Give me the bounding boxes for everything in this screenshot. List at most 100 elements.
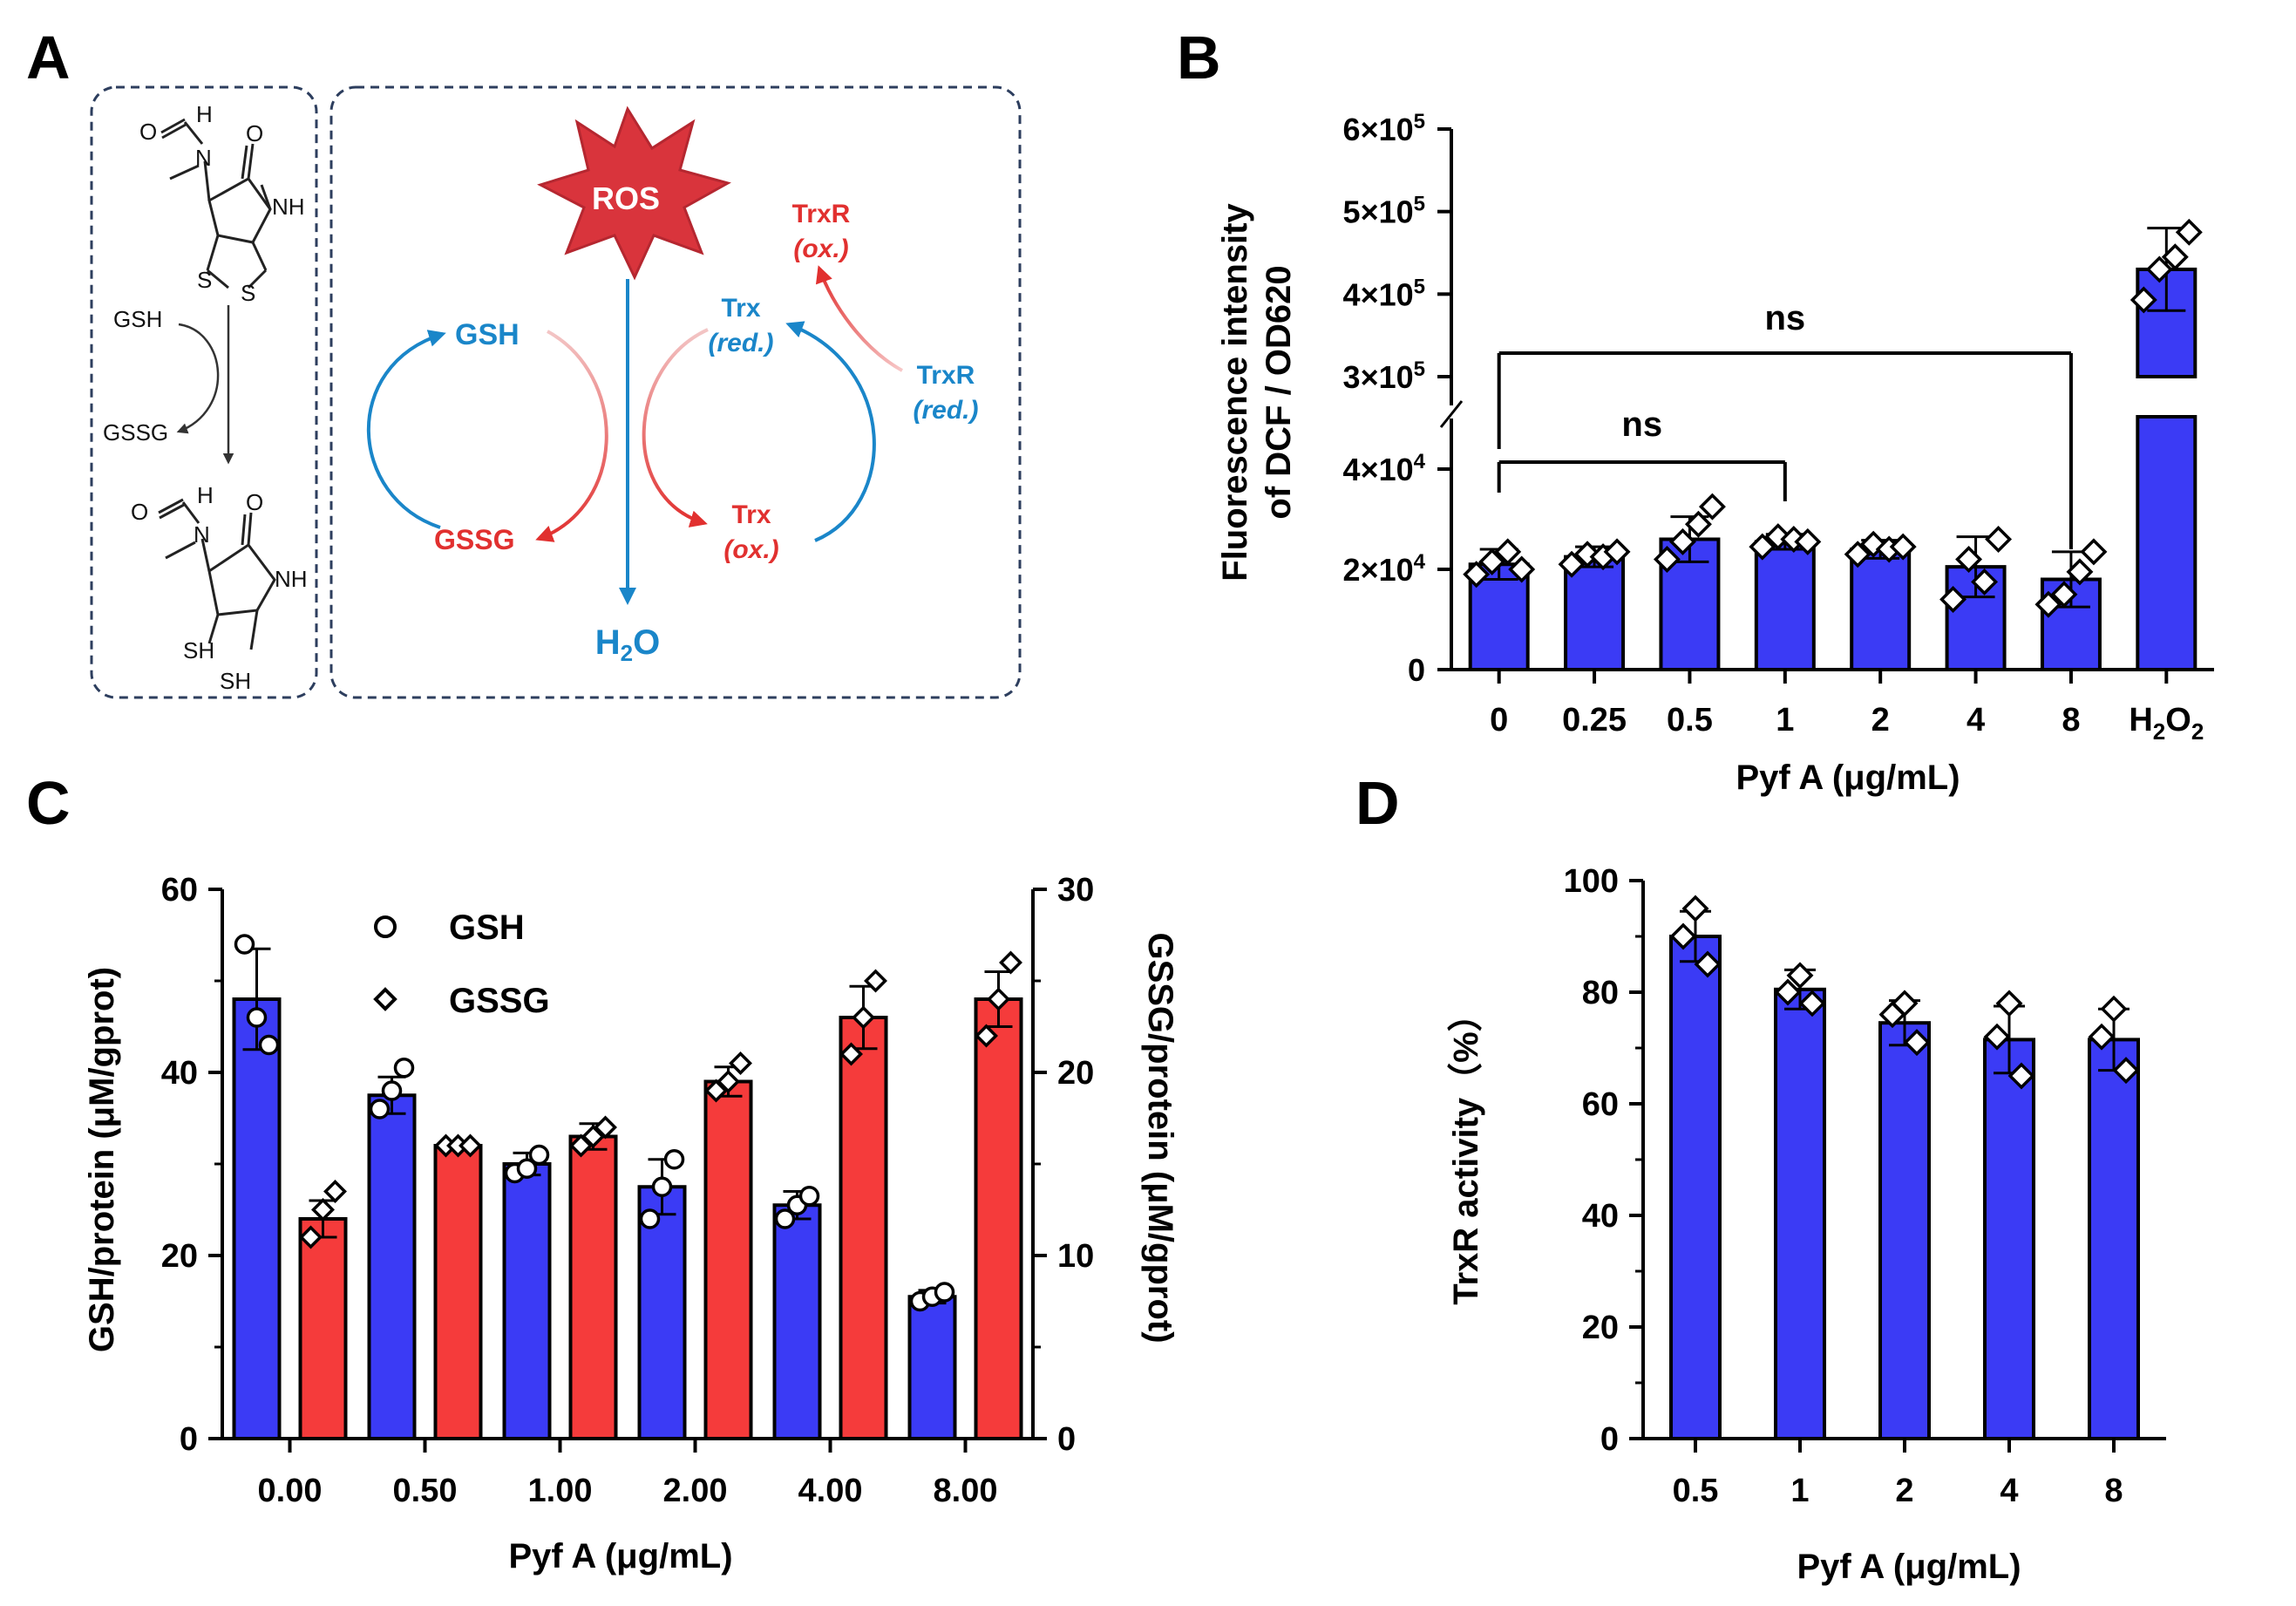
- d-xtick-label-2: 2: [1895, 1473, 1913, 1509]
- c-bar-gsh-1: [367, 1093, 417, 1440]
- c-error-bars: [242, 947, 1013, 1305]
- gsh-label: GSH: [455, 318, 520, 351]
- c-point-gssg-4-2: [864, 969, 887, 993]
- b-ytick-label-lower-0: 0: [1408, 652, 1425, 688]
- chem-h-2: H: [197, 482, 214, 508]
- trx-ox-to-red-arrow: [785, 321, 876, 542]
- chem-gssg: GSSG: [103, 419, 168, 446]
- c-point-gsh-3-2: [663, 1149, 685, 1170]
- panel-a-scheme: O H N O NH S S GSH GSSG O H N O NH SH: [90, 85, 1022, 699]
- d-bar-3: [1983, 1038, 2035, 1441]
- c-xtick-label-1: 0.50: [393, 1473, 458, 1509]
- c-ytick-label-right-0: 0: [1057, 1421, 1076, 1458]
- c-point-gssg-5-0: [975, 1024, 998, 1048]
- chem-nh-1: NH: [272, 194, 305, 220]
- c-data-points: [234, 934, 1022, 1312]
- c-bar-gsh-5: [907, 1295, 957, 1440]
- b-ytick-label-upper-1: 4×105: [1343, 275, 1425, 312]
- c-legend-gssg-marker: [373, 987, 397, 1011]
- b-ytick-label-lower-2: 4×104: [1343, 450, 1426, 487]
- c-point-gsh-5-2: [934, 1282, 955, 1303]
- b-xtick-label-7: H2O2: [2129, 702, 2204, 745]
- c-bars: [232, 997, 1023, 1440]
- d-tick-labels: 0 20 40 60 80 100 0.5 1 2 4 8: [1564, 863, 2123, 1509]
- b-ylabel-line2: of DCF / OD620: [1260, 265, 1298, 519]
- b-point-2-0: [1653, 546, 1681, 573]
- b-xtick-label-3: 1: [1776, 702, 1794, 738]
- d-xlabel: Pyf A (μg/mL): [1797, 1548, 2021, 1586]
- c-point-gsh-1-0: [369, 1099, 391, 1119]
- b-xtick-label-6: 8: [2062, 702, 2080, 738]
- trx-red-state: (red.): [708, 329, 773, 357]
- trxr-ox-state-text: ox.: [802, 235, 839, 263]
- c-point-gsh-2-1: [516, 1158, 538, 1179]
- b-ytick-label-lower-1-exp: 4: [1414, 550, 1426, 574]
- b-xtick-label-1: 0.25: [1562, 702, 1627, 738]
- panel-b-chart: Fluorescence intensity of DCF / OD620 0 2…: [1216, 110, 2214, 797]
- d-point-1-1: [1774, 978, 1802, 1006]
- b-point-5-0: [1939, 586, 1967, 613]
- b-data-points: [1463, 218, 2203, 618]
- d-point-2-2: [1903, 1029, 1931, 1057]
- d-bar-2: [1878, 1021, 1931, 1440]
- chem-gsh: GSH: [113, 306, 162, 332]
- d-ytick-label-2: 40: [1582, 1198, 1619, 1235]
- c-point-gssg-0-2: [323, 1180, 347, 1203]
- c-point-gsh-4-0: [774, 1208, 796, 1229]
- b-ytick-label-lower-1-base: 2×10: [1343, 552, 1414, 588]
- gssg-to-gsh-arrow: [366, 330, 446, 529]
- b-point-3-3: [1794, 527, 1822, 555]
- c-point-gsh-3-1: [651, 1176, 673, 1197]
- c-bar-gsh-3: [637, 1185, 687, 1440]
- c-ytick-label-left-0: 0: [180, 1421, 198, 1458]
- pyfa-disulfide-structure: [160, 118, 272, 289]
- b-point-5-3: [1985, 526, 2013, 553]
- c-legend-gsh-marker: [374, 915, 397, 938]
- b-xtick-label-2: 0.5: [1667, 702, 1713, 738]
- chem-n-2: N: [194, 521, 210, 548]
- b-point-6-3: [2080, 538, 2108, 566]
- panel-c-chart: GSH/protein (μM/gprot) GSSG/protein (μM/…: [83, 872, 1179, 1575]
- pyfa-dithiol-structure: [158, 498, 276, 650]
- b-point-1-0: [1558, 550, 1586, 578]
- c-xlabel: Pyf A (μg/mL): [508, 1537, 732, 1575]
- b-point-0-0: [1463, 561, 1491, 589]
- b-point-7-2: [2161, 243, 2189, 271]
- trxr-ox-state: (ox.): [793, 235, 848, 263]
- c-bar-gssg-2: [568, 1134, 618, 1440]
- c-point-gssg-5-2: [999, 950, 1022, 975]
- b-bar-1: [1564, 555, 1626, 671]
- b-ns-label-2: ns: [1764, 299, 1805, 337]
- water-label: H2O: [595, 623, 660, 666]
- c-xtick-label-4: 4.00: [798, 1473, 863, 1509]
- b-ytick-label-lower-2-exp: 4: [1414, 450, 1426, 473]
- chem-h-1: H: [196, 101, 213, 127]
- c-bar-gssg-5: [974, 997, 1023, 1440]
- d-ylabel: TrxR activity（%）: [1447, 997, 1485, 1304]
- c-point-gssg-4-1: [852, 1005, 875, 1030]
- panel-d-chart: TrxR activity（%） 0 20 40 60 80 100 0.5 1 2 4 8 Pyf…: [1447, 863, 2166, 1586]
- b-ytick-label-upper-1-base: 4×10: [1343, 276, 1414, 312]
- c-xtick-label-0: 0.00: [258, 1473, 323, 1509]
- b-xlabel: Pyf A (μg/mL): [1736, 759, 1960, 797]
- c-point-gsh-1-1: [381, 1080, 403, 1101]
- d-point-1-2: [1798, 990, 1826, 1017]
- chem-o-3: O: [131, 499, 148, 525]
- trx-red-label: Trx: [721, 294, 760, 323]
- b-ytick-label-lower-0-base: 0: [1408, 652, 1425, 688]
- d-ytick-label-4: 80: [1582, 975, 1619, 1011]
- c-point-gssg-3-2: [729, 1051, 752, 1075]
- b-ytick-label-upper-3-exp: 5: [1414, 110, 1425, 133]
- panel-label-b: B: [1177, 24, 1221, 92]
- b-y-axis-title: Fluorescence intensity of DCF / OD620: [1216, 203, 1298, 582]
- b-ytick-label-upper-2-base: 5×10: [1343, 194, 1414, 230]
- panel-label-c: C: [26, 769, 71, 837]
- b-ytick-label-upper-2-exp: 5: [1414, 193, 1425, 216]
- c-point-gsh-0-0: [234, 934, 255, 955]
- b-ylabel-line1: Fluorescence intensity: [1216, 203, 1254, 582]
- trxr-red-label: TrxR: [917, 361, 975, 390]
- gssg-label: GSSG: [434, 524, 514, 555]
- b-ytick-label-lower-2-base: 4×10: [1343, 452, 1414, 487]
- chem-sh-2: SH: [220, 668, 251, 694]
